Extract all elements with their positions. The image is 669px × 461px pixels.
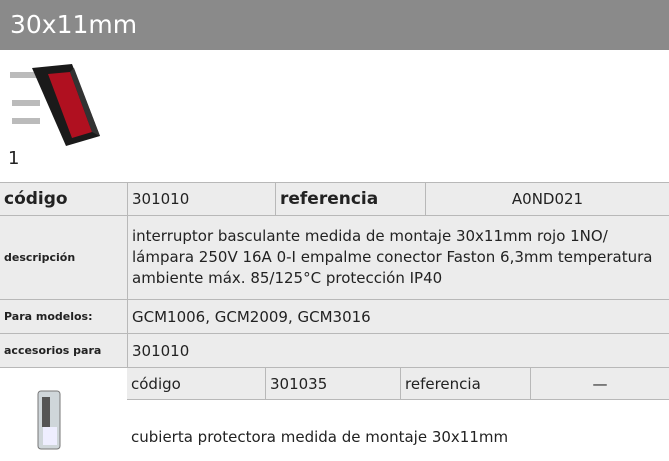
accessory-code: 301035 (265, 368, 400, 400)
code: 301010 (127, 182, 275, 216)
accessory-reference-label: referencia (400, 368, 530, 400)
accessories: 301010 (127, 334, 669, 368)
accessories-label: accesorios para (0, 334, 127, 368)
accessory-reference: — (530, 368, 669, 400)
models: GCM1006, GCM2009, GCM3016 (127, 300, 669, 334)
switch-image (10, 64, 100, 146)
models-label: Para modelos: (0, 300, 127, 334)
description-label: descripción (0, 216, 127, 300)
image-label: 1 (8, 148, 20, 169)
reference-label: referencia (275, 182, 425, 216)
code-label: código (0, 182, 127, 216)
accessory-code-label: código (127, 368, 265, 400)
accessory-description: cubierta protectora medida de montaje 30… (131, 428, 509, 446)
reference: A0ND021 (425, 182, 669, 216)
accessory-image (37, 390, 61, 450)
header-title: 30x11mm (0, 0, 669, 50)
description: interruptor basculante medida de montaje… (127, 216, 669, 300)
